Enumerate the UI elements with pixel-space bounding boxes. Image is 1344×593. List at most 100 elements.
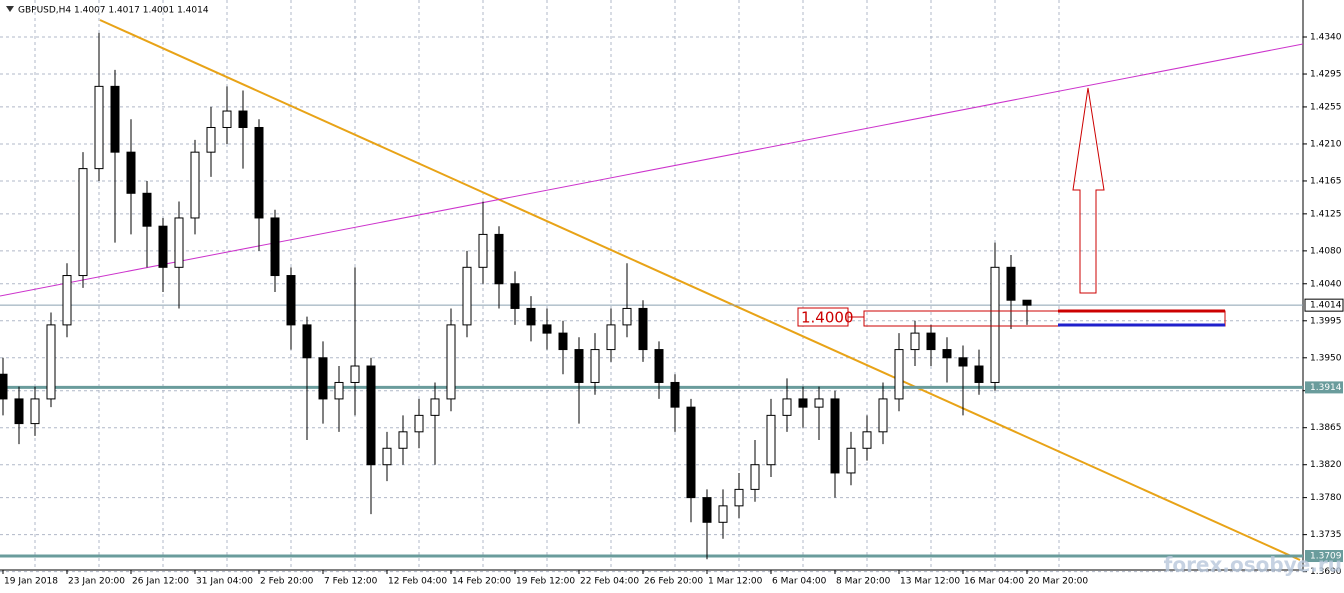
candle-body: [158, 225, 168, 268]
y-tick-label: 1.4040: [1310, 279, 1342, 289]
candle-body: [750, 464, 760, 490]
x-tick-label: 20 Mar 20:00: [1028, 577, 1088, 587]
y-tick-label: 1.3865: [1310, 423, 1342, 433]
y-tick-label: 1.3820: [1310, 460, 1342, 470]
y-tick-label: 1.4295: [1310, 70, 1342, 80]
y-tick-label: 1.3780: [1310, 493, 1342, 503]
candle-body: [238, 110, 248, 128]
candle-body: [590, 349, 600, 383]
x-tick-label: 14 Feb 20:00: [452, 577, 511, 587]
candle-body: [462, 266, 472, 326]
candle-body: [990, 266, 1000, 383]
candle-body: [814, 398, 824, 408]
candle-body: [366, 365, 376, 466]
y-tick-label: 1.4080: [1310, 246, 1342, 256]
trendline: [0, 43, 1304, 297]
candle-body: [606, 324, 616, 351]
x-tick-label: 31 Jan 04:00: [196, 577, 253, 587]
x-tick-label: 16 Mar 04:00: [964, 577, 1024, 587]
candle-body: [910, 332, 920, 351]
candle-body: [206, 126, 216, 153]
y-tick-label: 1.4210: [1310, 139, 1342, 149]
y-tick-label: 1.4340: [1310, 33, 1342, 43]
y-tick-label: 1.4125: [1310, 209, 1342, 219]
y-tick-label: 1.3690: [1310, 567, 1342, 577]
x-tick-label: 26 Feb 20:00: [644, 577, 703, 587]
candle-body: [0, 373, 8, 400]
x-tick-label: 12 Feb 04:00: [388, 577, 447, 587]
x-tick-label: 23 Jan 20:00: [68, 577, 125, 587]
level-tag: [1305, 550, 1343, 563]
level-label: 1.3914: [1310, 383, 1342, 393]
candle-body: [734, 488, 744, 507]
candle-body: [526, 307, 536, 326]
candle-body: [126, 151, 136, 194]
arrow: [1072, 87, 1105, 294]
candle-body: [78, 168, 88, 277]
watermark: forex.osobye.ru: [1164, 553, 1342, 577]
level-tag: [1305, 381, 1343, 394]
candle-body: [558, 332, 568, 351]
candle-body: [766, 414, 776, 466]
x-tick-label: 19 Feb 12:00: [516, 577, 575, 587]
x-tick-label: 13 Mar 12:00: [900, 577, 960, 587]
candle-body: [14, 398, 24, 425]
level-label: 1.3709: [1310, 552, 1342, 562]
candle-body: [622, 307, 632, 326]
candle-body: [686, 406, 696, 499]
x-tick-label: 8 Mar 20:00: [836, 577, 891, 587]
candle-body: [382, 447, 392, 466]
candle-body: [830, 398, 840, 474]
candle-body: [702, 497, 712, 523]
candle-body: [510, 283, 520, 309]
candle-body: [46, 324, 56, 400]
candle-body: [654, 349, 664, 383]
candle-body: [638, 307, 648, 351]
candle-body: [334, 381, 344, 400]
candle-body: [846, 447, 856, 474]
y-tick-label: 1.3735: [1310, 530, 1342, 540]
zone: [863, 310, 1226, 327]
x-tick-label: 6 Mar 04:00: [772, 577, 827, 587]
candle-body: [1006, 266, 1016, 301]
candle-body: [62, 275, 72, 326]
candle-body: [974, 365, 984, 383]
candle-body: [270, 217, 280, 277]
candle-body: [430, 398, 440, 416]
candle-body: [574, 349, 584, 383]
header-icon: [6, 6, 14, 12]
candle-body: [398, 431, 408, 449]
candle-body: [254, 126, 264, 219]
current-price-label: 1.4014: [1310, 301, 1342, 311]
candle-body: [478, 233, 488, 268]
candle-body: [942, 349, 952, 359]
y-tick-label: 1.3950: [1310, 353, 1342, 363]
x-tick-label: 7 Feb 12:00: [324, 577, 378, 587]
y-tick-label: 1.4165: [1310, 176, 1342, 186]
candle-body: [110, 85, 120, 153]
candle-body: [862, 431, 872, 449]
x-tick-label: 26 Jan 12:00: [132, 577, 189, 587]
y-tick-label: 1.4255: [1310, 102, 1342, 112]
candle-body: [782, 398, 792, 416]
candle-body: [542, 324, 552, 334]
candle-body: [958, 357, 968, 367]
y-tick-label: 1.3995: [1310, 316, 1342, 326]
x-tick-label: 2 Feb 20:00: [260, 577, 314, 587]
candle-body: [894, 349, 904, 400]
candle-body: [286, 275, 296, 326]
candle-body: [446, 324, 456, 400]
candle-body: [878, 398, 888, 433]
candle-body: [414, 414, 424, 433]
candle-body: [302, 324, 312, 359]
annotation-box: [797, 307, 849, 327]
x-tick-label: 19 Jan 2018: [4, 577, 58, 587]
candle-body: [494, 233, 504, 285]
candle-body: [1022, 299, 1032, 306]
candle-body: [350, 365, 360, 383]
candle-body: [222, 110, 232, 128]
candle-body: [190, 151, 200, 219]
header: GBPUSD,H4 1.4007 1.4017 1.4001 1.4014: [18, 6, 209, 16]
